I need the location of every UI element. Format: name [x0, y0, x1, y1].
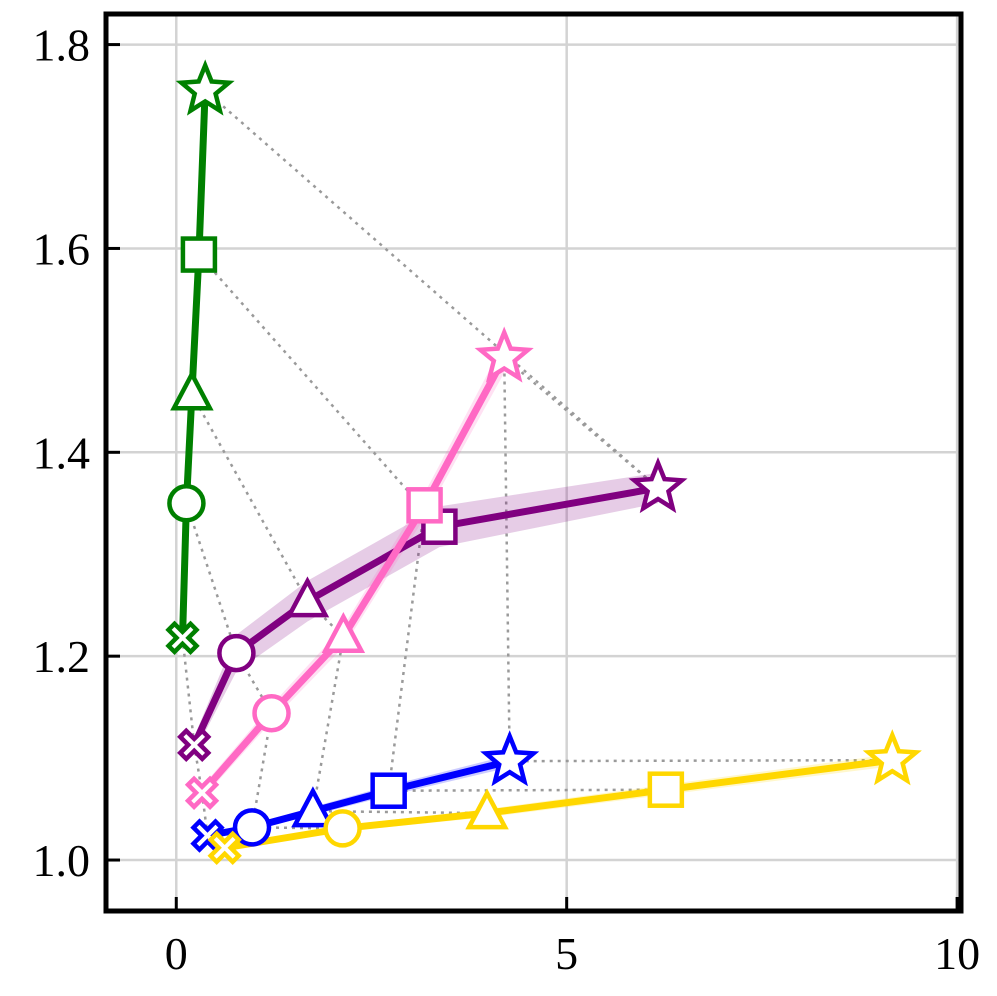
- guide-line: [502, 357, 511, 762]
- guide-line: [181, 637, 196, 745]
- square-marker: [406, 487, 443, 524]
- plot-frame: [103, 11, 964, 914]
- series-markers: [165, 59, 922, 865]
- x-marker: [184, 775, 220, 810]
- y-tick-label: 1.0: [33, 835, 91, 886]
- x-tick-label: 10: [934, 928, 980, 979]
- circle-marker: [217, 633, 256, 673]
- y-tick-label: 1.6: [33, 223, 91, 274]
- guide-line: [503, 356, 659, 489]
- triangle-marker: [465, 788, 509, 830]
- triangle-marker: [321, 611, 366, 654]
- guide-line: [311, 636, 345, 812]
- axis-ticks: [106, 43, 959, 911]
- y-tick-label: 1.4: [33, 427, 91, 478]
- guide-line: [204, 89, 659, 489]
- series-line: [179, 86, 209, 642]
- circle-marker: [323, 809, 362, 848]
- guide-line: [388, 788, 666, 792]
- guide-line: [250, 713, 273, 828]
- guide-line: [197, 253, 441, 528]
- x-tick-label: 5: [555, 928, 578, 979]
- grid: [106, 14, 961, 911]
- triangle-marker: [285, 576, 330, 618]
- square-marker: [180, 236, 218, 273]
- x-marker: [165, 620, 200, 656]
- axis-tick-labels: 0 5 10 1.0 1.2 1.4 1.6 1.8: [33, 20, 981, 979]
- square-marker: [370, 772, 407, 809]
- star-marker: [175, 59, 235, 116]
- y-tick-label: 1.2: [33, 631, 91, 682]
- circle-marker: [252, 694, 291, 733]
- guide-line: [190, 393, 309, 602]
- x-marker: [207, 830, 242, 865]
- guide-line: [509, 758, 893, 763]
- triangle-marker: [291, 786, 335, 828]
- square-marker: [647, 771, 685, 808]
- confidence-bands: [182, 87, 893, 850]
- guide-lines: [181, 89, 893, 849]
- circle-marker: [167, 484, 206, 523]
- guide-line: [185, 502, 238, 654]
- x-marker: [177, 727, 212, 763]
- series-lines: [179, 86, 896, 852]
- star-marker: [628, 456, 688, 514]
- y-tick-label: 1.8: [33, 20, 91, 71]
- circle-marker: [232, 808, 272, 847]
- triangle-marker: [170, 369, 214, 411]
- star-marker: [480, 730, 540, 787]
- x-tick-label: 0: [165, 928, 188, 979]
- star-marker: [474, 326, 534, 383]
- star-marker: [862, 729, 922, 786]
